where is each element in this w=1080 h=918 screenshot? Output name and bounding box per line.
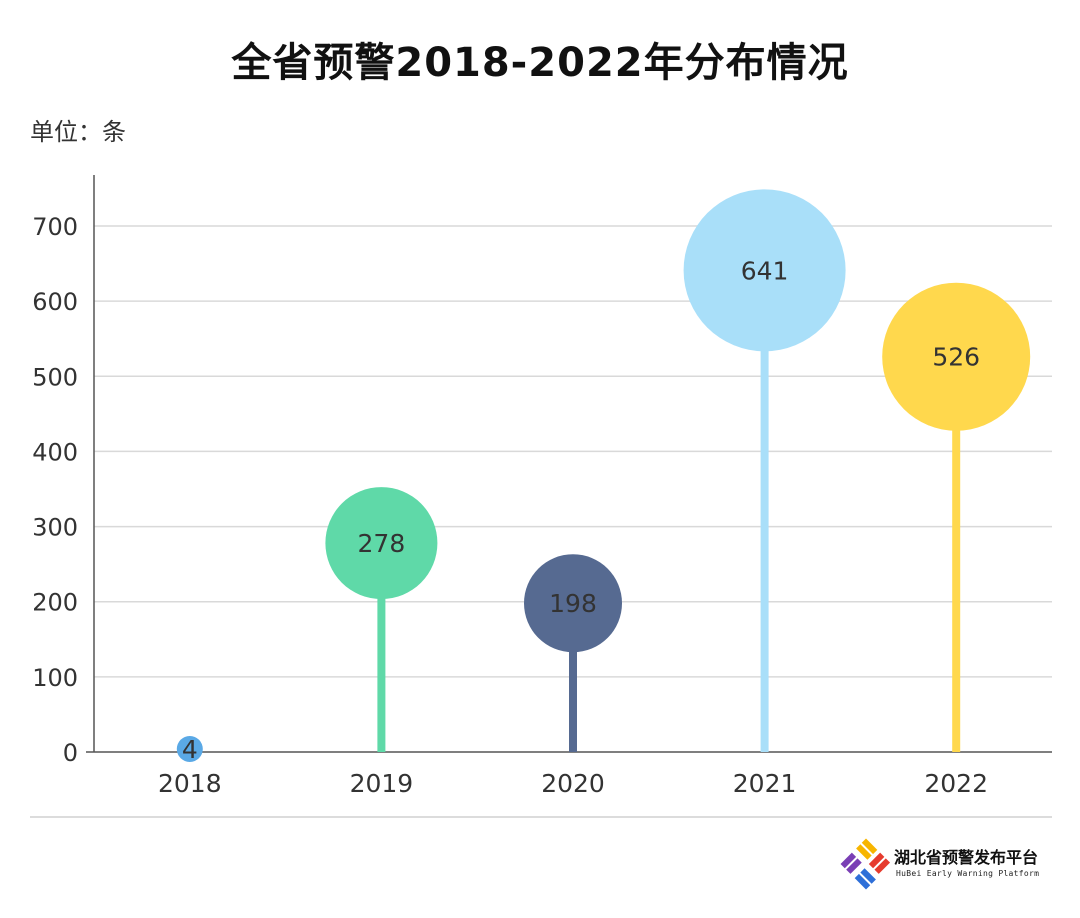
lollipop-head [176, 735, 203, 762]
lollipop-head [882, 282, 1031, 431]
lollipop-head [683, 189, 846, 352]
data-label: 526 [932, 343, 980, 372]
y-tick-label: 300 [32, 514, 78, 542]
unit-label: 单位：条 [30, 118, 126, 146]
y-tick-label: 100 [32, 664, 78, 692]
footer-divider [30, 816, 1052, 818]
platform-logo-icon [840, 838, 891, 890]
x-tick-label: 2020 [541, 769, 605, 798]
y-tick-label: 700 [32, 213, 78, 241]
chart-title: 全省预警2018-2022年分布情况 [231, 40, 849, 86]
y-tick-label: 500 [32, 363, 78, 391]
x-tick-label: 2018 [158, 769, 222, 798]
lollipop-head [524, 554, 622, 653]
data-label: 641 [741, 256, 789, 285]
brand-subtitle: HuBei Early Warning Platform [896, 869, 1040, 878]
brand-name: 湖北省预警发布平台 [894, 848, 1039, 867]
y-tick-label: 400 [32, 438, 78, 466]
x-tick-label: 2022 [924, 769, 988, 798]
lollipop-head [325, 487, 438, 600]
data-label: 278 [358, 529, 406, 558]
x-tick-label: 2019 [350, 769, 414, 798]
y-tick-label: 600 [32, 288, 78, 316]
data-label: 198 [549, 589, 597, 618]
y-tick-label: 200 [32, 589, 78, 617]
data-label: 4 [182, 735, 198, 764]
x-tick-label: 2021 [733, 769, 797, 798]
y-tick-label: 0 [63, 739, 78, 767]
